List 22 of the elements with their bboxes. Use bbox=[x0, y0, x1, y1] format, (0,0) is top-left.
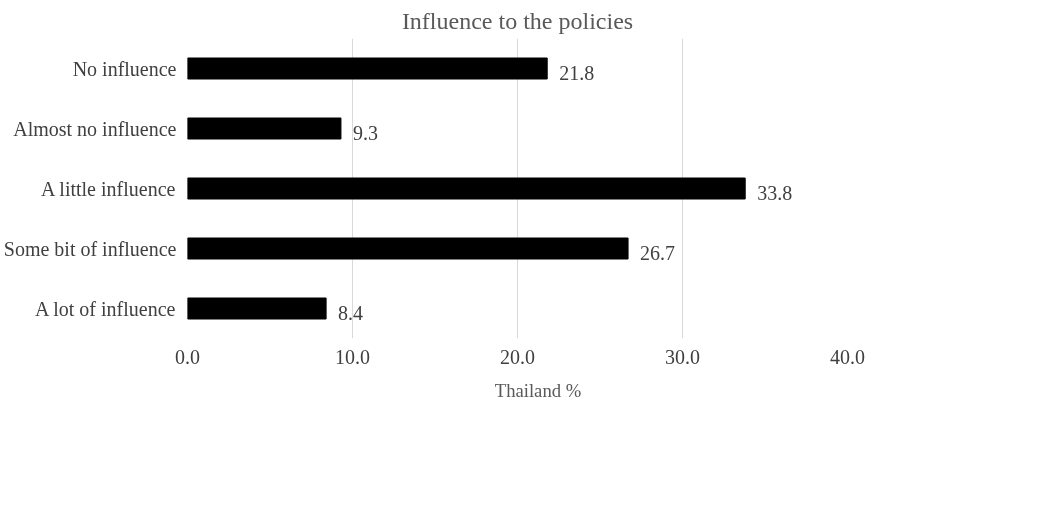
y-tick-label: A little influence bbox=[40, 177, 176, 200]
bar bbox=[187, 177, 746, 200]
data-label: 21.8 bbox=[559, 61, 595, 84]
bar bbox=[187, 237, 629, 260]
data-label: 33.8 bbox=[757, 181, 793, 204]
text: Thailand % bbox=[494, 380, 582, 402]
data-label: 8.4 bbox=[338, 301, 364, 324]
y-tick-label: A lot of influence bbox=[34, 297, 176, 320]
x-tick-label: 0.0 bbox=[175, 345, 200, 368]
data-label: 26.7 bbox=[640, 241, 676, 264]
y-tick-label: Almost no influence bbox=[13, 117, 177, 140]
chart-title: Influence to the policies bbox=[401, 7, 634, 34]
bar bbox=[187, 117, 342, 140]
x-tick-label: 40.0 bbox=[830, 345, 865, 368]
bar bbox=[187, 57, 548, 80]
y-tick-label: Some bit of influence bbox=[3, 237, 177, 260]
bar bbox=[187, 297, 327, 320]
x-tick-label: 20.0 bbox=[500, 345, 535, 368]
x-tick-label: 10.0 bbox=[335, 345, 370, 368]
data-label: 9.3 bbox=[352, 121, 378, 144]
x-tick-label: 30.0 bbox=[665, 345, 700, 368]
y-tick-label: No influence bbox=[72, 57, 177, 80]
